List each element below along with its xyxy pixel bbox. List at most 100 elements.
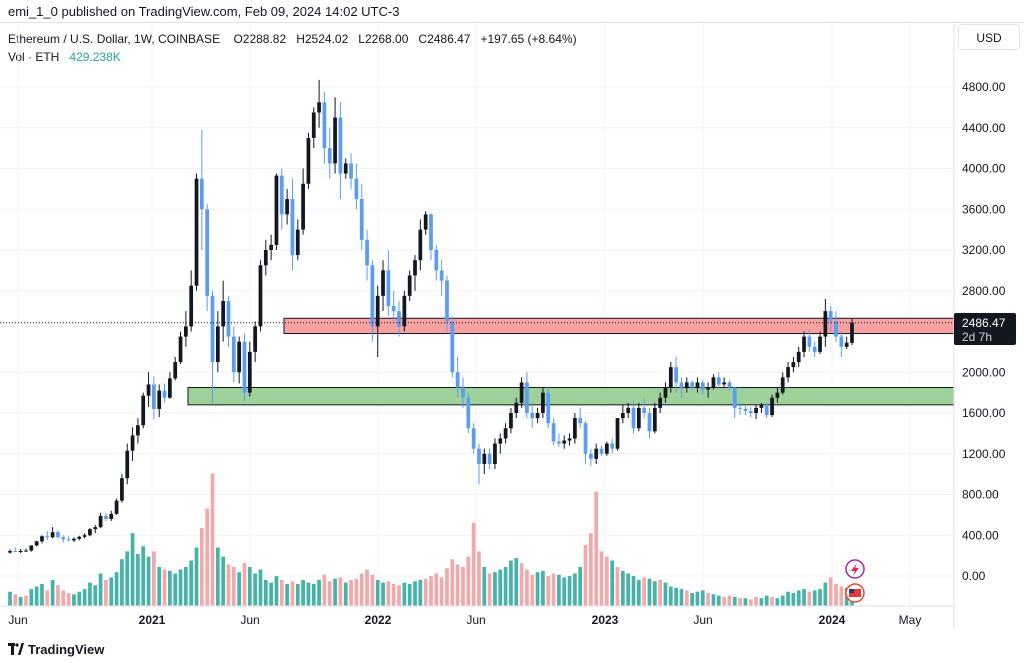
candle: [285, 188, 289, 225]
candle: [546, 387, 551, 429]
volume-bar: [237, 572, 242, 606]
candle-body: [343, 163, 348, 174]
y-tick-label: 400.00: [962, 528, 999, 542]
candle: [439, 260, 444, 296]
volume-bar: [530, 574, 535, 606]
volume-bar: [178, 569, 183, 606]
candle-body: [535, 413, 540, 419]
candle-body: [146, 384, 151, 396]
candle-body: [189, 285, 194, 327]
candle: [567, 433, 572, 446]
candle-body: [525, 382, 529, 413]
currency-button[interactable]: USD: [958, 24, 1020, 50]
event-icons[interactable]: [845, 559, 865, 603]
volume-bar: [359, 573, 364, 606]
price-chart[interactable]: 4800.00 4400.00 4000.00 3600.00 3200.00 2800.…: [0, 23, 1024, 637]
candle-body: [397, 311, 401, 327]
volume-bar: [684, 590, 689, 606]
y-tick-label: 4800.00: [962, 80, 1006, 94]
candle-body: [253, 326, 258, 352]
candle-body: [354, 178, 359, 200]
volume-bar: [136, 554, 140, 606]
candle-body: [13, 551, 18, 553]
volume-bar: [722, 596, 726, 606]
candle: [525, 372, 529, 419]
candle-body: [615, 418, 620, 449]
volume-bar: [663, 582, 668, 606]
volume-bar: [88, 582, 92, 606]
y-tick-label: 3600.00: [962, 202, 1006, 216]
candle-body: [445, 280, 449, 322]
volume-bar: [402, 582, 407, 606]
candle: [509, 407, 513, 434]
volume-bar: [620, 570, 625, 606]
volume-bar: [418, 580, 423, 606]
candle: [322, 92, 327, 164]
candle: [503, 423, 508, 444]
volume-bar: [791, 593, 796, 606]
candle-body: [786, 367, 790, 378]
volume-bar: [557, 574, 561, 606]
volume-bar: [541, 570, 545, 606]
volume-bar: [210, 473, 215, 606]
candle-body: [263, 250, 268, 266]
candle: [114, 498, 119, 515]
candle: [109, 510, 114, 521]
candle: [530, 402, 535, 429]
candle-body: [604, 443, 609, 454]
candle-body: [466, 397, 471, 429]
candle: [631, 400, 636, 434]
candle: [818, 331, 822, 354]
volume-bar: [546, 576, 551, 606]
candle-body: [546, 392, 551, 424]
candle-body: [231, 336, 236, 373]
candle-body: [658, 397, 663, 408]
volume-bar: [386, 581, 391, 606]
volume-bar: [381, 582, 385, 606]
candle: [583, 421, 588, 464]
candle-body: [514, 402, 519, 413]
candle: [34, 540, 39, 547]
volume-bar: [40, 583, 44, 606]
candle-body: [759, 404, 764, 408]
candle: [759, 402, 764, 413]
candle: [82, 533, 87, 539]
candle: [72, 537, 76, 542]
candle: [620, 404, 625, 424]
volume-bar: [434, 573, 439, 606]
volume-bar: [343, 582, 348, 606]
candle-body: [663, 387, 668, 398]
candle-body: [818, 336, 822, 352]
volume-bar: [535, 572, 540, 606]
volume-bar: [146, 556, 151, 606]
volume-bar: [631, 576, 636, 606]
candle-body: [647, 413, 652, 432]
candle-body: [482, 453, 487, 464]
candle-body: [461, 387, 465, 398]
candle: [29, 545, 34, 552]
support-zone[interactable]: [187, 387, 955, 406]
close-value: 2486.47: [427, 32, 471, 46]
volume-bar: [34, 586, 39, 606]
volume-bar: [690, 593, 694, 606]
x-tick-label: 2022: [365, 613, 392, 627]
grid: [0, 23, 954, 606]
candle-body: [620, 413, 625, 419]
candle: [828, 306, 833, 332]
volume-bar: [487, 573, 492, 606]
volume-bar: [700, 590, 705, 606]
candle-body: [509, 413, 513, 429]
candle-body: [434, 250, 439, 271]
candlesticks: [8, 79, 854, 554]
volume-bar: [525, 569, 529, 606]
volume-label[interactable]: Vol · ETH: [8, 50, 60, 64]
volume-bar: [674, 587, 679, 606]
volume-bar: [796, 590, 801, 606]
candle-body: [215, 326, 220, 363]
candle: [743, 404, 748, 416]
candle-body: [812, 346, 817, 352]
symbol-label[interactable]: Ethereum / U.S. Dollar, 1W, COINBASE: [8, 32, 221, 46]
y-tick-label: 4400.00: [962, 121, 1006, 135]
candle-body: [770, 397, 774, 416]
volume-bar: [279, 580, 284, 606]
